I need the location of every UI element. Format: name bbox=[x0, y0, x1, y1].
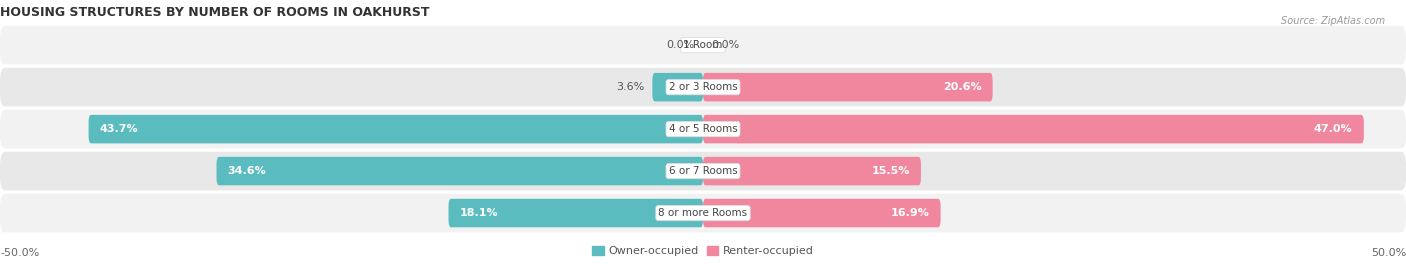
Text: 6 or 7 Rooms: 6 or 7 Rooms bbox=[669, 166, 737, 176]
Text: 34.6%: 34.6% bbox=[228, 166, 267, 176]
FancyBboxPatch shape bbox=[0, 194, 1406, 232]
Text: 4 or 5 Rooms: 4 or 5 Rooms bbox=[669, 124, 737, 134]
Text: 43.7%: 43.7% bbox=[100, 124, 138, 134]
FancyBboxPatch shape bbox=[0, 68, 1406, 107]
Text: 47.0%: 47.0% bbox=[1315, 124, 1353, 134]
Text: -50.0%: -50.0% bbox=[0, 248, 39, 258]
FancyBboxPatch shape bbox=[703, 157, 921, 185]
Text: 18.1%: 18.1% bbox=[460, 208, 498, 218]
Text: 50.0%: 50.0% bbox=[1371, 248, 1406, 258]
Text: 16.9%: 16.9% bbox=[890, 208, 929, 218]
Text: 0.0%: 0.0% bbox=[711, 40, 740, 50]
FancyBboxPatch shape bbox=[652, 73, 703, 101]
FancyBboxPatch shape bbox=[703, 199, 941, 227]
FancyBboxPatch shape bbox=[449, 199, 703, 227]
FancyBboxPatch shape bbox=[217, 157, 703, 185]
FancyBboxPatch shape bbox=[0, 26, 1406, 65]
FancyBboxPatch shape bbox=[703, 73, 993, 101]
FancyBboxPatch shape bbox=[89, 115, 703, 143]
Text: 3.6%: 3.6% bbox=[616, 82, 644, 92]
Legend: Owner-occupied, Renter-occupied: Owner-occupied, Renter-occupied bbox=[588, 241, 818, 261]
Text: Source: ZipAtlas.com: Source: ZipAtlas.com bbox=[1281, 16, 1385, 26]
Text: 20.6%: 20.6% bbox=[943, 82, 981, 92]
FancyBboxPatch shape bbox=[0, 110, 1406, 148]
FancyBboxPatch shape bbox=[0, 152, 1406, 190]
Text: 8 or more Rooms: 8 or more Rooms bbox=[658, 208, 748, 218]
Text: 2 or 3 Rooms: 2 or 3 Rooms bbox=[669, 82, 737, 92]
Text: 0.0%: 0.0% bbox=[666, 40, 695, 50]
Text: 1 Room: 1 Room bbox=[683, 40, 723, 50]
Text: HOUSING STRUCTURES BY NUMBER OF ROOMS IN OAKHURST: HOUSING STRUCTURES BY NUMBER OF ROOMS IN… bbox=[0, 6, 429, 19]
FancyBboxPatch shape bbox=[703, 115, 1364, 143]
Text: 15.5%: 15.5% bbox=[872, 166, 910, 176]
